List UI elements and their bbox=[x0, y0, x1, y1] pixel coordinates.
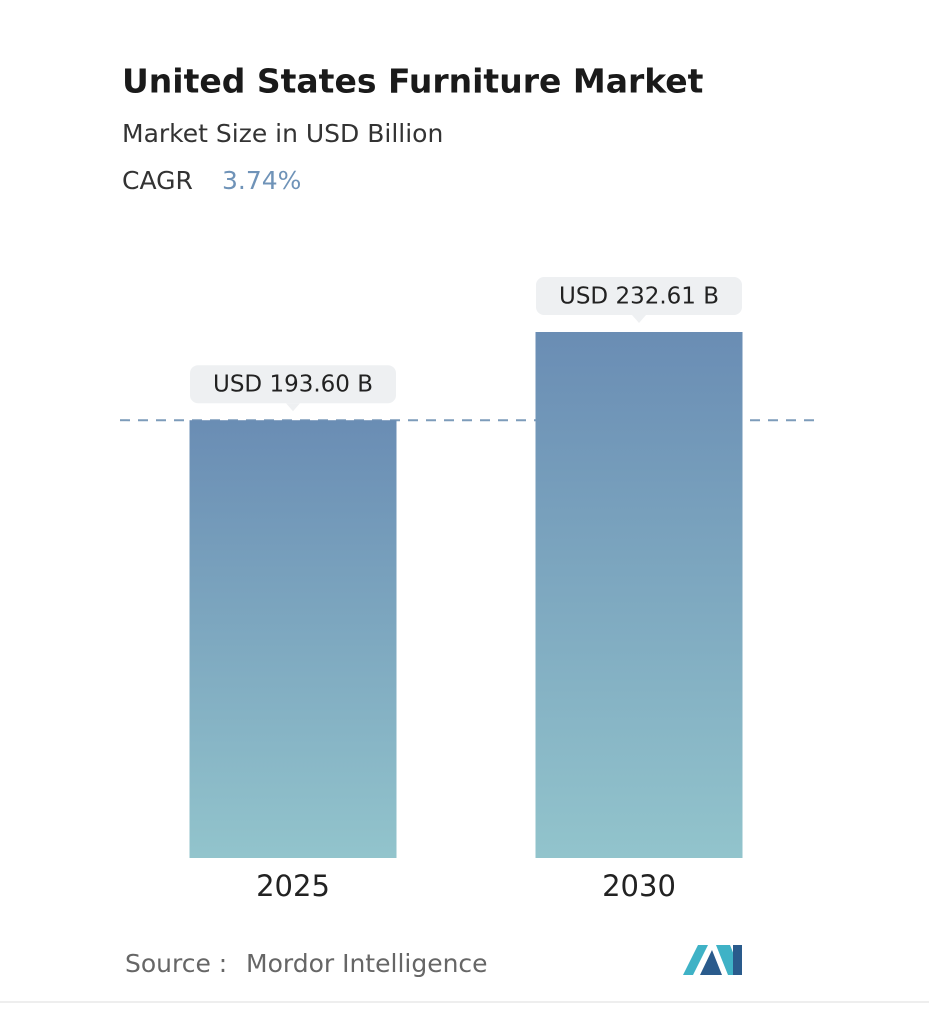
chart-subtitle: Market Size in USD Billion bbox=[122, 119, 443, 148]
source-name: Mordor Intelligence bbox=[246, 949, 488, 978]
value-label-pointer bbox=[632, 315, 646, 323]
value-label-pointer bbox=[286, 403, 300, 412]
chart-title: United States Furniture Market bbox=[122, 62, 704, 101]
bar bbox=[189, 420, 397, 858]
cagr-value: 3.74% bbox=[222, 166, 301, 195]
value-label-box bbox=[190, 365, 396, 404]
x-tick-label: 2030 bbox=[602, 869, 676, 903]
value-label: USD 232.61 B bbox=[559, 284, 719, 310]
logo bbox=[683, 945, 742, 975]
x-tick-label: 2025 bbox=[256, 869, 330, 903]
value-label: USD 193.60 B bbox=[213, 372, 373, 398]
value-label-box bbox=[536, 277, 742, 315]
source-label: Source : bbox=[125, 949, 227, 978]
cagr-label: CAGR bbox=[122, 166, 193, 195]
bar bbox=[535, 332, 743, 858]
